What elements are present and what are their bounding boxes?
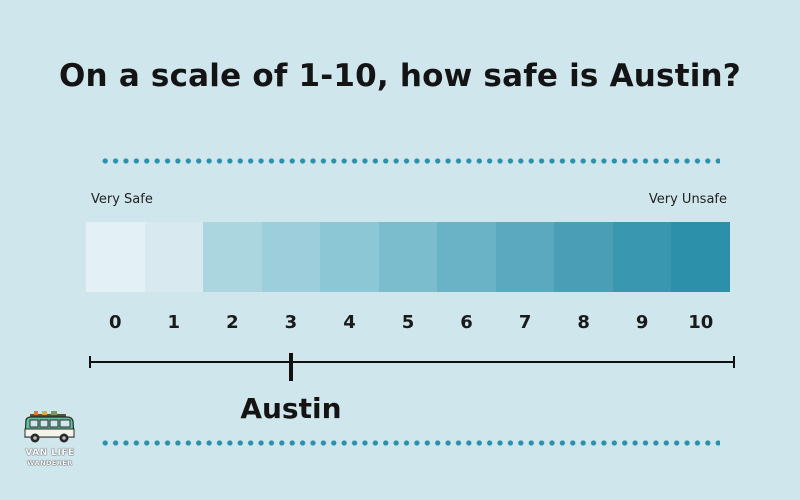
logo-line-2: WANDERER (27, 459, 73, 467)
scale-numbers: 0 1 2 3 4 5 6 7 8 9 10 (86, 312, 730, 333)
page-title: On a scale of 1-10, how safe is Austin? (59, 58, 741, 94)
very-safe-label: Very Safe (91, 192, 153, 207)
scale-cell-6 (437, 222, 496, 292)
logo-line-1: VAN LIFE (25, 448, 75, 458)
rating-marker (288, 353, 293, 381)
dotted-divider-top (100, 158, 720, 164)
van-icon (24, 411, 75, 443)
scale-number: 2 (226, 312, 239, 333)
van-life-wanderer-logo: VAN LIFE WANDERER (20, 410, 80, 472)
scale-number: 3 (284, 312, 298, 333)
scale-number: 9 (635, 312, 649, 333)
scale-number: 6 (460, 312, 473, 333)
scale-cell-4 (320, 222, 379, 292)
scale-number: 8 (577, 312, 590, 333)
axis-left-cap (89, 356, 91, 368)
scale-number: 10 (688, 312, 714, 333)
scale-cell-9 (612, 222, 672, 292)
rating-axis-line (90, 361, 735, 363)
scale-number: 1 (167, 312, 181, 333)
scale-cell-5 (378, 222, 438, 292)
scale-cell-2 (203, 222, 262, 292)
very-unsafe-label: Very Unsafe (648, 192, 727, 207)
safety-color-scale (86, 222, 731, 292)
dotted-divider-bottom (100, 440, 720, 446)
scale-cell-3 (261, 222, 321, 292)
scale-cell-0 (86, 222, 145, 292)
axis-right-cap (733, 356, 735, 368)
scale-cell-8 (554, 222, 613, 292)
scale-number: 5 (401, 312, 415, 333)
scale-cell-10 (671, 222, 731, 292)
scale-number: 0 (109, 312, 122, 333)
scale-number: 7 (518, 312, 532, 333)
scale-cell-1 (144, 222, 204, 292)
city-label: Austin (240, 392, 342, 425)
scale-cell-7 (495, 222, 555, 292)
scale-number: 4 (343, 312, 356, 333)
